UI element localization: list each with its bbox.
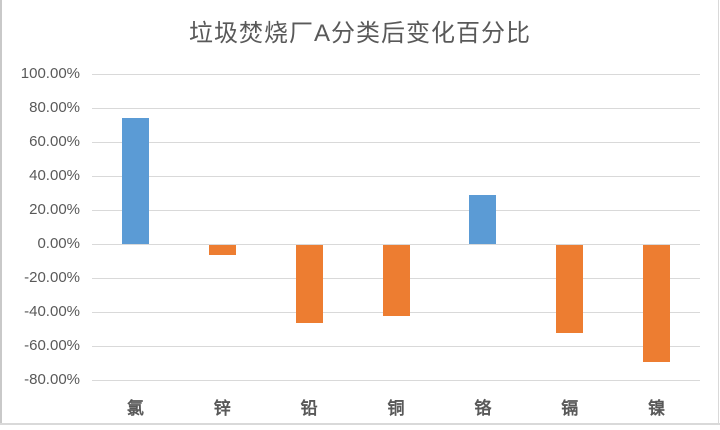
x-axis-category-label: 铬 bbox=[474, 399, 492, 418]
x-axis-category-label: 锌 bbox=[213, 399, 231, 418]
x-axis-category-label: 镍 bbox=[648, 399, 666, 418]
bar-氯 bbox=[121, 118, 149, 244]
y-axis-tick-label: -20.00% bbox=[24, 269, 80, 286]
chart-title: 垃圾焚烧厂A分类后变化百分比 bbox=[188, 20, 531, 47]
bar-镉 bbox=[556, 245, 584, 334]
gridline bbox=[92, 244, 700, 245]
gridline bbox=[92, 176, 700, 177]
gridline bbox=[92, 380, 700, 381]
y-axis-tick-label: 20.00% bbox=[29, 201, 80, 218]
gridline bbox=[92, 74, 700, 75]
y-axis-tick-label: 80.00% bbox=[29, 99, 80, 116]
y-axis-tick-label: 0.00% bbox=[37, 235, 80, 252]
y-axis-tick-label: 100.00% bbox=[20, 65, 80, 82]
bottom-border-line bbox=[0, 423, 720, 425]
x-axis-category-label: 镉 bbox=[561, 399, 579, 418]
gridline bbox=[92, 108, 700, 109]
gridline bbox=[92, 346, 700, 347]
bar-锌 bbox=[208, 245, 236, 256]
x-axis-category-label: 铅 bbox=[300, 399, 318, 418]
y-axis-tick-label: -80.00% bbox=[24, 371, 80, 388]
x-axis-category-label: 氯 bbox=[126, 399, 144, 418]
gridline bbox=[92, 142, 700, 143]
right-border-line bbox=[718, 0, 719, 423]
y-axis-tick-label: 40.00% bbox=[29, 167, 80, 184]
bar-铅 bbox=[295, 245, 323, 324]
y-axis-tick-label: -40.00% bbox=[24, 303, 80, 320]
bar-铜 bbox=[382, 245, 410, 317]
bar-镍 bbox=[643, 245, 671, 363]
gridline bbox=[92, 210, 700, 211]
left-border-line bbox=[0, 0, 2, 424]
y-axis-tick-label: 60.00% bbox=[29, 133, 80, 150]
y-axis-tick-label: -60.00% bbox=[24, 337, 80, 354]
bar-铬 bbox=[469, 194, 497, 244]
x-axis-category-label: 铜 bbox=[387, 399, 405, 418]
